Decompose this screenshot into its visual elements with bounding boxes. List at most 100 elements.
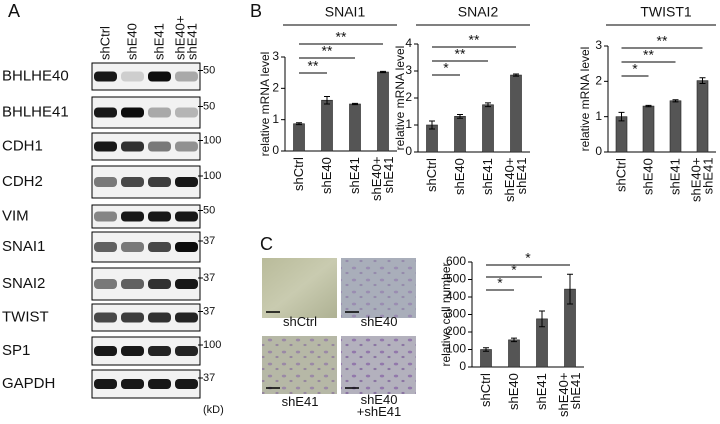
bar <box>508 339 520 368</box>
blot-band <box>121 379 144 389</box>
protein-label: BHLHE41 <box>2 103 69 120</box>
bar <box>642 105 655 153</box>
significance-label: * <box>443 60 449 76</box>
protein-label: CDH2 <box>2 173 43 190</box>
panel-label: A <box>8 1 20 21</box>
chart-title: TWIST1 <box>640 4 692 20</box>
y-tick-label: 2 <box>405 90 412 104</box>
cell-stain <box>341 258 416 318</box>
blot-band <box>148 177 171 187</box>
significance-label: ** <box>657 33 668 49</box>
image-label: shCtrl <box>283 314 317 329</box>
bar <box>482 104 494 153</box>
blot-band <box>121 312 144 323</box>
blot-band <box>148 346 171 356</box>
blot-band <box>175 141 198 152</box>
bar <box>454 116 466 153</box>
y-tick-label: 0 <box>595 144 602 158</box>
y-tick-label: 2 <box>272 81 279 95</box>
bar <box>377 71 389 152</box>
protein-label: VIM <box>2 207 29 224</box>
y-tick-label: 0 <box>459 359 466 373</box>
blot-band <box>94 312 117 323</box>
blot-band <box>175 71 198 82</box>
bar <box>349 103 361 152</box>
protein-label: SNAI1 <box>2 238 45 255</box>
blot-band <box>121 71 144 82</box>
error-bar <box>645 104 652 108</box>
x-tick-label: shE41 <box>534 373 549 410</box>
x-tick-label: shE41 <box>480 158 495 195</box>
x-tick-label: shE40 <box>640 158 656 195</box>
x-tick-label: shE40 <box>319 157 334 194</box>
y-axis-label: relative mRNA level <box>258 52 272 157</box>
blot-band <box>148 211 171 222</box>
unit-label: (kD) <box>203 404 224 416</box>
marker-label: 50 <box>203 64 215 76</box>
y-tick-label: 0 <box>405 144 412 158</box>
error-bar <box>539 310 545 328</box>
blot-band <box>121 211 144 222</box>
x-tick-label: shCtrl <box>424 158 439 192</box>
marker-label: 37 <box>203 235 215 247</box>
panel-label: B <box>250 1 262 21</box>
error-bar <box>699 77 706 84</box>
error-bar <box>618 111 625 122</box>
y-tick-label: 1 <box>272 112 279 126</box>
y-tick-label: 600 <box>446 254 466 268</box>
y-tick-label: 100 <box>446 342 466 356</box>
blot-band <box>94 107 117 118</box>
y-tick-label: 3 <box>272 49 279 63</box>
error-bar <box>296 122 302 126</box>
blot-band <box>175 177 198 187</box>
y-tick-label: 1 <box>595 109 602 123</box>
blot-strip <box>91 62 201 91</box>
blot-band <box>121 279 144 289</box>
blot-band <box>175 242 198 252</box>
error-bar <box>324 95 330 105</box>
error-bar <box>380 70 386 74</box>
micrographs <box>262 258 416 394</box>
x-tick-label: shCtrl <box>613 158 629 192</box>
blot-band <box>121 242 144 252</box>
protein-label: GAPDH <box>2 375 55 392</box>
y-tick-label: 2 <box>595 74 602 88</box>
protein-label: CDH1 <box>2 137 43 154</box>
bar <box>321 99 333 152</box>
blot-band <box>148 379 171 389</box>
y-tick-label: 1 <box>405 117 412 131</box>
marker-label: 50 <box>203 204 215 216</box>
x-tick-label: shE40+ shE41 <box>502 157 529 202</box>
y-axis-label: relative cell number <box>439 262 453 366</box>
marker-label: 100 <box>203 134 221 146</box>
error-bar <box>429 120 435 130</box>
bar <box>696 80 709 153</box>
protein-label: BHLHE40 <box>2 67 69 84</box>
lane-label: shE40+ shE41 <box>172 15 200 60</box>
marker-label: 37 <box>203 272 215 284</box>
x-tick-label: shE41 <box>667 158 683 195</box>
blot-band <box>148 242 171 252</box>
blot-band <box>121 177 144 187</box>
significance-label: ** <box>643 47 654 63</box>
blot-band <box>94 379 117 389</box>
significance-label: * <box>525 250 531 266</box>
blot-band <box>148 279 171 289</box>
micrograph <box>262 258 337 318</box>
blot-band <box>94 242 117 252</box>
significance-label: ** <box>308 58 319 74</box>
blot-band <box>94 71 117 82</box>
marker-label: 100 <box>203 339 221 351</box>
y-axis-label: relative mRNA level <box>578 47 592 152</box>
lane-label: shE40 <box>124 23 140 60</box>
blot-band <box>121 107 144 118</box>
image-label: shE41 <box>281 394 319 409</box>
x-tick-label: shE41 <box>347 157 362 194</box>
blot-band <box>94 279 117 289</box>
lane-label: shCtrl <box>97 26 113 60</box>
blot-band <box>148 107 171 118</box>
